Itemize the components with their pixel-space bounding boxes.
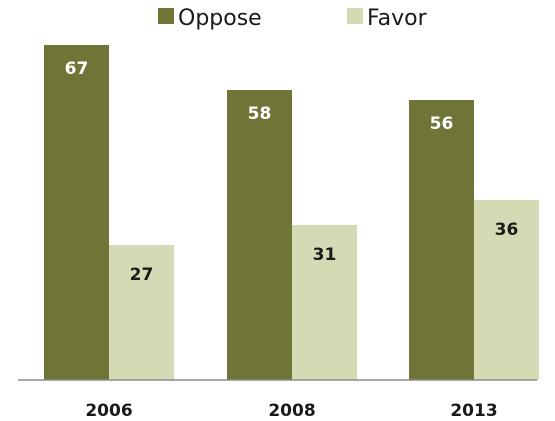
- x-tick-label-2013: 2013: [450, 401, 497, 421]
- value-label-oppose-2013: 56: [430, 114, 454, 134]
- bar-oppose-2008: [227, 90, 292, 380]
- value-label-favor-2006: 27: [130, 265, 154, 285]
- legend-swatch-oppose: [158, 8, 174, 24]
- legend-swatch-favor: [347, 8, 363, 24]
- bar-favor-2013: [474, 200, 539, 380]
- legend-label-oppose: Oppose: [178, 6, 262, 31]
- legend-label-favor: Favor: [367, 6, 428, 31]
- bars: 67 27 58 31 56 36: [44, 45, 539, 380]
- value-label-oppose-2006: 67: [65, 59, 89, 79]
- x-tick-labels: 2006 2008 2013: [85, 401, 497, 421]
- bar-oppose-2006: [44, 45, 109, 380]
- bar-favor-2008: [292, 225, 357, 380]
- x-tick-label-2008: 2008: [268, 401, 315, 421]
- value-label-favor-2013: 36: [495, 220, 519, 240]
- bar-favor-2006: [109, 245, 174, 380]
- value-label-favor-2008: 31: [313, 245, 337, 265]
- x-tick-label-2006: 2006: [85, 401, 132, 421]
- legend: Oppose Favor: [158, 6, 428, 31]
- value-label-oppose-2008: 58: [248, 104, 272, 124]
- bar-oppose-2013: [409, 100, 474, 380]
